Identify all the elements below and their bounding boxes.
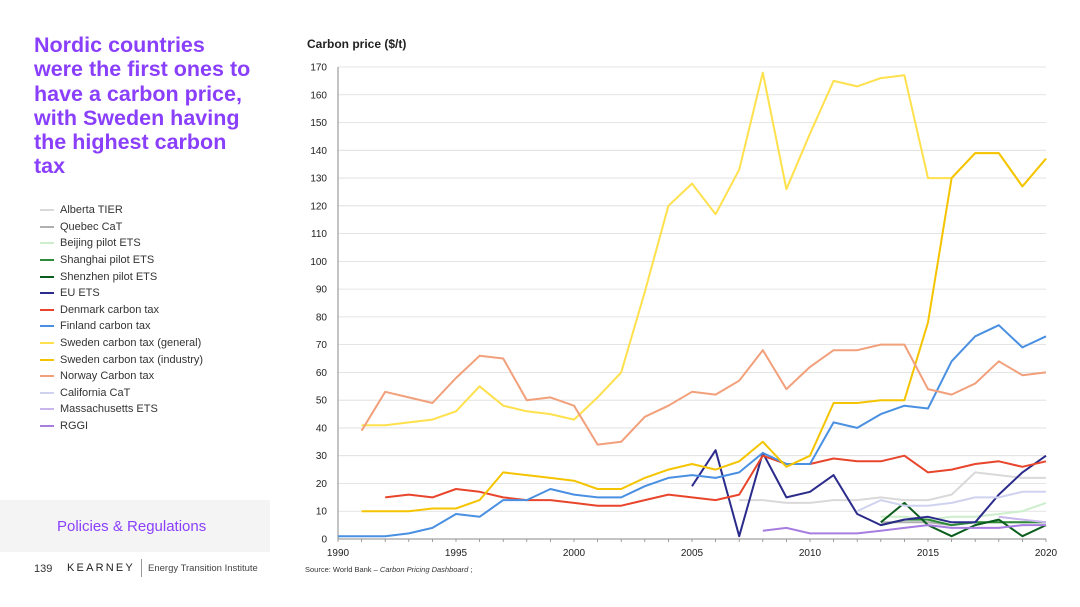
legend-label: RGGI	[60, 420, 89, 433]
legend-swatch	[40, 292, 54, 295]
y-tick-label: 120	[310, 201, 327, 212]
y-tick-label: 10	[316, 507, 328, 518]
y-tick-label: 140	[310, 146, 327, 157]
legend-swatch	[40, 308, 54, 311]
legend-item: Finland carbon tax	[40, 318, 260, 335]
legend-label: Alberta TIER	[60, 204, 123, 217]
legend-label: Sweden carbon tax (general)	[60, 337, 202, 350]
legend-label: EU ETS	[60, 287, 100, 300]
series-line-2	[880, 501, 1047, 521]
legend-label: Shanghai pilot ETS	[60, 254, 155, 267]
legend-item: Denmark carbon tax	[40, 302, 260, 319]
y-tick-label: 50	[316, 396, 328, 407]
legend-item: Norway Carbon tax	[40, 368, 260, 385]
x-tick-label: 2015	[917, 548, 940, 559]
x-tick-label: 1995	[445, 548, 468, 559]
source-prefix: Source: World Bank –	[305, 565, 380, 574]
x-tick-label: 2020	[1035, 548, 1058, 559]
legend-swatch	[40, 375, 54, 378]
legend-swatch	[40, 275, 54, 278]
legend-swatch	[40, 225, 54, 228]
y-tick-label: 30	[316, 451, 328, 462]
legend-item: Shenzhen pilot ETS	[40, 268, 260, 285]
legend-item: RGGI	[40, 418, 260, 435]
y-tick-label: 20	[316, 479, 328, 490]
y-tick-label: 150	[310, 118, 327, 129]
legend-item: EU ETS	[40, 285, 260, 302]
legend-label: Shenzhen pilot ETS	[60, 270, 158, 283]
y-tick-label: 170	[310, 63, 327, 74]
legend-label: Norway Carbon tax	[60, 370, 155, 383]
legend-swatch	[40, 209, 54, 212]
y-axis-ticks: 0 10 20 30 40 50 60 70 80 90 100 110 120 130 140 150 160…	[310, 63, 327, 546]
x-axis-ticks: 1990 1995 2000 2005 2010 2015 2020	[327, 539, 1058, 559]
source-note: Source: World Bank – Carbon Pricing Dash…	[305, 565, 472, 574]
series-line-12	[998, 515, 1047, 524]
legend-swatch	[40, 342, 54, 345]
y-tick-label: 40	[316, 423, 328, 434]
legend-item: Beijing pilot ETS	[40, 235, 260, 252]
series-line-9	[361, 152, 1047, 513]
y-axis-title: Carbon price ($/t)	[307, 37, 406, 51]
sub-brand-text: Energy Transition Institute	[148, 563, 258, 574]
legend-item: Alberta TIER	[40, 202, 260, 219]
line-chart: Carbon price ($/t) 0 10 20 30 40 50 60 70 80 90 10…	[307, 37, 1058, 559]
source-italic: Carbon Pricing Dashboard	[379, 565, 469, 574]
section-box	[0, 502, 270, 552]
series-line-7	[338, 324, 1047, 538]
series-line-0	[739, 471, 1046, 504]
brand-logo-text: KEARNEY	[67, 562, 135, 574]
series-line-11	[856, 490, 1046, 513]
legend-item: Shanghai pilot ETS	[40, 252, 260, 269]
x-tick-label: 1990	[327, 548, 350, 559]
legend-swatch	[40, 408, 54, 411]
y-tick-label: 130	[310, 174, 327, 185]
y-tick-label: 80	[316, 312, 328, 323]
legend-label: Denmark carbon tax	[60, 303, 160, 316]
headline-box	[0, 0, 270, 500]
legend-label: Finland carbon tax	[60, 320, 151, 333]
y-tick-label: 100	[310, 257, 327, 268]
y-tick-label: 70	[316, 340, 328, 351]
legend-swatch	[40, 358, 54, 361]
chart-grid	[337, 66, 1046, 540]
chart-legend: Alberta TIER Quebec CaT Beijing pilot ETS S…	[40, 202, 260, 434]
series-line-13	[762, 524, 1046, 535]
series-line-10	[360, 343, 1047, 446]
legend-item: Quebec CaT	[40, 219, 260, 236]
legend-swatch	[40, 242, 54, 245]
legend-item: Massachusetts ETS	[40, 401, 260, 418]
legend-swatch	[40, 259, 54, 262]
y-tick-label: 0	[321, 535, 327, 546]
legend-item: Sweden carbon tax (general)	[40, 335, 260, 352]
brand-divider	[141, 559, 142, 577]
legend-label: Massachusetts ETS	[60, 403, 158, 416]
legend-swatch	[40, 391, 54, 394]
legend-item: Sweden carbon tax (industry)	[40, 351, 260, 368]
y-tick-label: 60	[316, 368, 328, 379]
legend-item: California CaT	[40, 385, 260, 402]
slide-headline: Nordic countries were the first ones to …	[34, 33, 251, 179]
y-tick-label: 90	[316, 285, 328, 296]
legend-label: Sweden carbon tax (industry)	[60, 353, 204, 366]
x-tick-label: 2010	[799, 548, 822, 559]
source-suffix: ;	[468, 565, 473, 574]
legend-swatch	[40, 425, 54, 428]
legend-label: Quebec CaT	[60, 220, 123, 233]
footer	[0, 552, 270, 607]
legend-swatch	[40, 325, 54, 328]
x-tick-label: 2005	[681, 548, 704, 559]
y-tick-label: 110	[311, 229, 327, 240]
x-tick-label: 2000	[563, 548, 586, 559]
legend-label: Beijing pilot ETS	[60, 237, 141, 250]
series-line-8	[361, 71, 1047, 427]
legend-label: California CaT	[60, 386, 131, 399]
series-line-5	[691, 449, 1047, 538]
series-line-6	[385, 454, 1047, 507]
chart-series	[338, 71, 1047, 538]
y-tick-label: 160	[310, 90, 327, 101]
page-number: 139	[34, 563, 53, 575]
section-label: Policies & Regulations	[57, 518, 207, 535]
